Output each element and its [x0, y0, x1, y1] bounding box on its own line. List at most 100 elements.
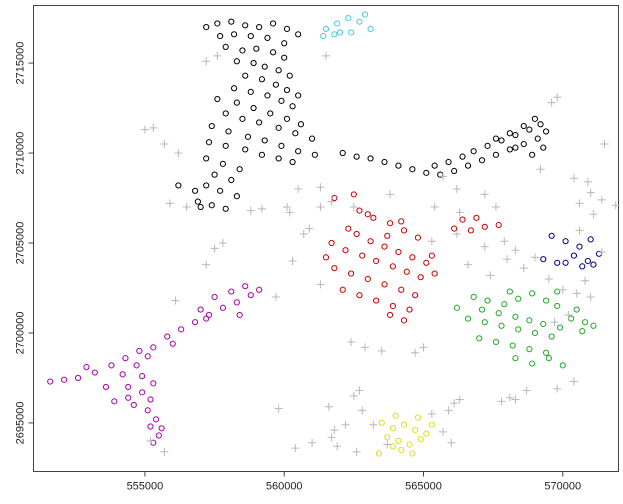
- data-point: [526, 317, 533, 324]
- data-point: [144, 353, 151, 360]
- data-point: [492, 338, 500, 346]
- data-point: [590, 261, 597, 268]
- x-tick-label: 560000: [266, 481, 303, 493]
- data-point: [230, 31, 238, 38]
- y-tick-label: 2695000: [15, 402, 27, 445]
- data-point: [202, 57, 211, 66]
- data-point: [214, 95, 221, 103]
- data-point: [526, 346, 533, 353]
- data-point: [478, 306, 486, 313]
- data-point: [228, 18, 235, 25]
- data-point: [175, 182, 182, 189]
- data-point: [389, 263, 396, 270]
- data-point: [160, 447, 169, 456]
- data-point: [451, 167, 458, 175]
- data-point: [512, 144, 519, 151]
- data-point: [587, 236, 594, 243]
- data-point: [174, 149, 183, 158]
- data-point: [509, 342, 516, 349]
- data-point: [373, 297, 380, 304]
- data-point: [217, 187, 224, 194]
- data-point: [392, 412, 399, 419]
- data-point: [520, 122, 527, 130]
- data-point: [400, 421, 408, 428]
- data-point: [464, 162, 472, 169]
- data-point: [233, 193, 240, 200]
- data-point: [569, 377, 578, 386]
- data-point: [575, 226, 584, 235]
- data-point: [530, 253, 539, 262]
- data-point: [600, 140, 609, 149]
- data-point: [579, 328, 586, 335]
- data-point: [140, 125, 149, 134]
- data-point: [445, 158, 452, 166]
- data-point: [529, 151, 536, 158]
- data-point: [336, 29, 344, 36]
- data-point: [540, 256, 547, 263]
- data-point: [211, 293, 218, 301]
- data-point: [295, 31, 302, 38]
- data-point: [102, 383, 110, 391]
- data-point: [564, 310, 573, 319]
- data-point: [412, 427, 419, 434]
- data-point: [242, 72, 249, 79]
- data-point: [275, 124, 282, 131]
- data-point: [289, 103, 296, 110]
- data-point: [289, 158, 296, 166]
- data-point: [452, 230, 461, 239]
- data-point: [381, 281, 388, 288]
- data-point: [540, 144, 547, 151]
- data-point: [356, 207, 363, 214]
- data-point: [395, 248, 402, 256]
- data-point: [417, 436, 424, 443]
- data-point: [486, 271, 495, 280]
- data-point: [356, 292, 363, 299]
- data-point: [316, 183, 325, 192]
- data-point: [257, 204, 266, 213]
- data-point: [512, 313, 519, 320]
- data-point: [111, 398, 118, 405]
- data-point: [384, 232, 391, 239]
- data-point: [283, 25, 291, 32]
- data-point: [550, 318, 559, 327]
- data-point: [554, 288, 561, 295]
- data-point: [213, 51, 222, 60]
- data-point: [398, 218, 405, 225]
- data-point: [333, 442, 342, 451]
- data-point: [311, 151, 318, 158]
- data-point: [261, 63, 268, 70]
- data-point: [150, 380, 157, 387]
- data-point: [540, 320, 547, 328]
- data-point: [503, 255, 512, 264]
- data-point: [579, 263, 586, 270]
- data-point: [242, 146, 249, 153]
- data-point: [464, 315, 472, 322]
- data-point: [222, 142, 229, 149]
- data-point: [386, 311, 394, 319]
- data-point: [570, 252, 578, 259]
- data-point: [512, 131, 519, 139]
- data-point: [264, 34, 271, 41]
- data-point: [295, 92, 302, 99]
- data-point: [364, 275, 371, 283]
- data-point: [386, 220, 394, 227]
- data-point: [575, 199, 584, 208]
- data-point: [554, 302, 561, 310]
- data-point: [327, 197, 336, 206]
- data-point: [480, 190, 489, 199]
- data-point: [197, 306, 204, 313]
- data-point: [498, 137, 505, 144]
- data-point: [242, 283, 249, 290]
- data-point: [225, 128, 232, 135]
- data-point: [341, 420, 350, 429]
- data-point: [272, 81, 279, 88]
- data-point: [451, 225, 458, 232]
- data-point: [342, 247, 349, 254]
- data-point: [278, 142, 285, 149]
- data-point: [239, 47, 246, 54]
- data-point: [61, 376, 68, 383]
- data-point: [253, 45, 260, 52]
- x-tick-label: 555000: [127, 481, 164, 493]
- data-point: [444, 406, 453, 415]
- data-point: [288, 256, 297, 265]
